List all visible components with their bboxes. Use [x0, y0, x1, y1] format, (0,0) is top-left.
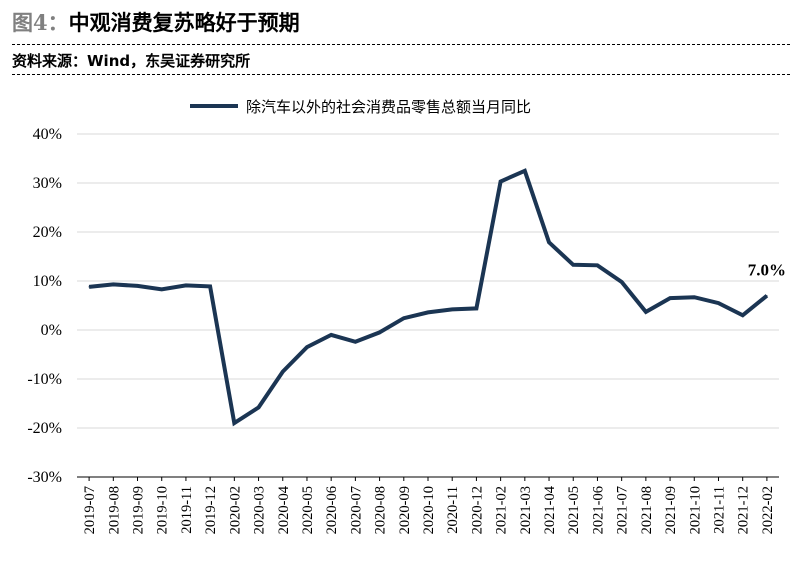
data-point: [475, 307, 478, 310]
data-point: [572, 264, 574, 266]
data-point: [88, 286, 90, 288]
series-line: [88, 168, 769, 427]
data-point: [451, 308, 453, 311]
figure-source: 资料来源：Wind，东吴证券研究所: [12, 52, 251, 70]
x-tick-label: 2021-08: [639, 486, 655, 534]
data-point: [209, 285, 211, 287]
x-tick-label: 2021-09: [663, 486, 679, 534]
data-point: [742, 314, 744, 316]
x-tick-label: 2021-10: [687, 486, 703, 534]
x-tick-label: 2020-10: [421, 486, 437, 534]
data-label-last: 7.0%: [748, 261, 786, 280]
x-tick-label: 2020-08: [373, 486, 389, 534]
figure-title: 图4：中观消费复苏略好于预期: [12, 8, 790, 38]
data-point: [500, 180, 502, 183]
data-point: [403, 317, 405, 319]
x-tick-label: 2020-12: [469, 486, 485, 534]
data-point: [233, 422, 235, 424]
x-tick-label: 2019-07: [82, 486, 98, 534]
y-tick-label: 20%: [33, 224, 62, 241]
data-point: [185, 284, 187, 287]
x-tick-label: 2020-09: [397, 486, 413, 534]
data-point: [717, 302, 720, 304]
x-tick-label: 2021-02: [494, 486, 510, 534]
y-tick-label: 40%: [33, 126, 62, 143]
x-tick-label: 2020-06: [324, 486, 340, 534]
data-point: [112, 283, 114, 286]
x-tick-label: 2022-02: [760, 486, 776, 534]
y-tick-label: -10%: [27, 371, 62, 388]
data-point: [669, 297, 671, 299]
x-tick-label: 2020-05: [300, 486, 316, 534]
y-tick-label: 0%: [41, 322, 62, 339]
data-point: [645, 311, 647, 313]
x-tick-label: 2019-12: [203, 486, 219, 534]
y-tick-label: 10%: [33, 273, 62, 290]
x-tick-label: 2021-05: [566, 486, 582, 534]
title-divider: [12, 44, 790, 45]
x-tick-label: 2021-07: [615, 486, 631, 534]
y-tick-label: -20%: [27, 420, 62, 437]
data-point: [378, 331, 381, 334]
figure-label: 图4：: [12, 10, 69, 35]
x-tick-label: 2019-10: [155, 486, 171, 534]
data-point: [161, 288, 163, 290]
data-point: [136, 285, 139, 287]
data-point: [257, 406, 260, 409]
data-point: [427, 311, 429, 313]
x-tick-label: 2020-04: [276, 485, 292, 534]
data-point: [282, 371, 284, 373]
x-tick-label: 2019-09: [131, 486, 147, 534]
data-point: [524, 170, 526, 172]
x-tick-label: 2021-04: [542, 485, 558, 534]
x-tick-label: 2021-11: [711, 486, 727, 534]
data-point: [330, 334, 332, 336]
x-tick-label: 2020-03: [252, 486, 268, 534]
data-point: [693, 296, 695, 298]
data-point: [306, 346, 308, 348]
data-point: [354, 341, 356, 343]
x-tick-label: 2019-08: [106, 486, 122, 534]
y-tick-label: -30%: [27, 469, 62, 486]
x-tick-label: 2020-02: [227, 486, 243, 534]
figure-title-text: 中观消费复苏略好于预期: [68, 10, 300, 35]
data-point: [548, 241, 550, 243]
data-point: [621, 281, 623, 283]
x-tick-label: 2020-07: [348, 486, 364, 534]
x-tick-label: 2021-06: [590, 486, 606, 534]
source-divider: [12, 74, 790, 75]
data-point: [596, 264, 599, 266]
y-tick-label: 30%: [33, 175, 62, 192]
x-tick-label: 2021-12: [736, 486, 752, 534]
legend-label: 除汽车以外的社会消费品零售总额当月同比: [246, 98, 531, 116]
data-point: [766, 295, 768, 297]
figure-header: 图4：中观消费复苏略好于预期 资料来源：Wind，东吴证券研究所: [12, 8, 790, 75]
x-tick-label: 2021-03: [518, 486, 534, 534]
x-tick-label: 2020-11: [445, 486, 461, 534]
x-tick-label: 2019-11: [179, 486, 195, 534]
